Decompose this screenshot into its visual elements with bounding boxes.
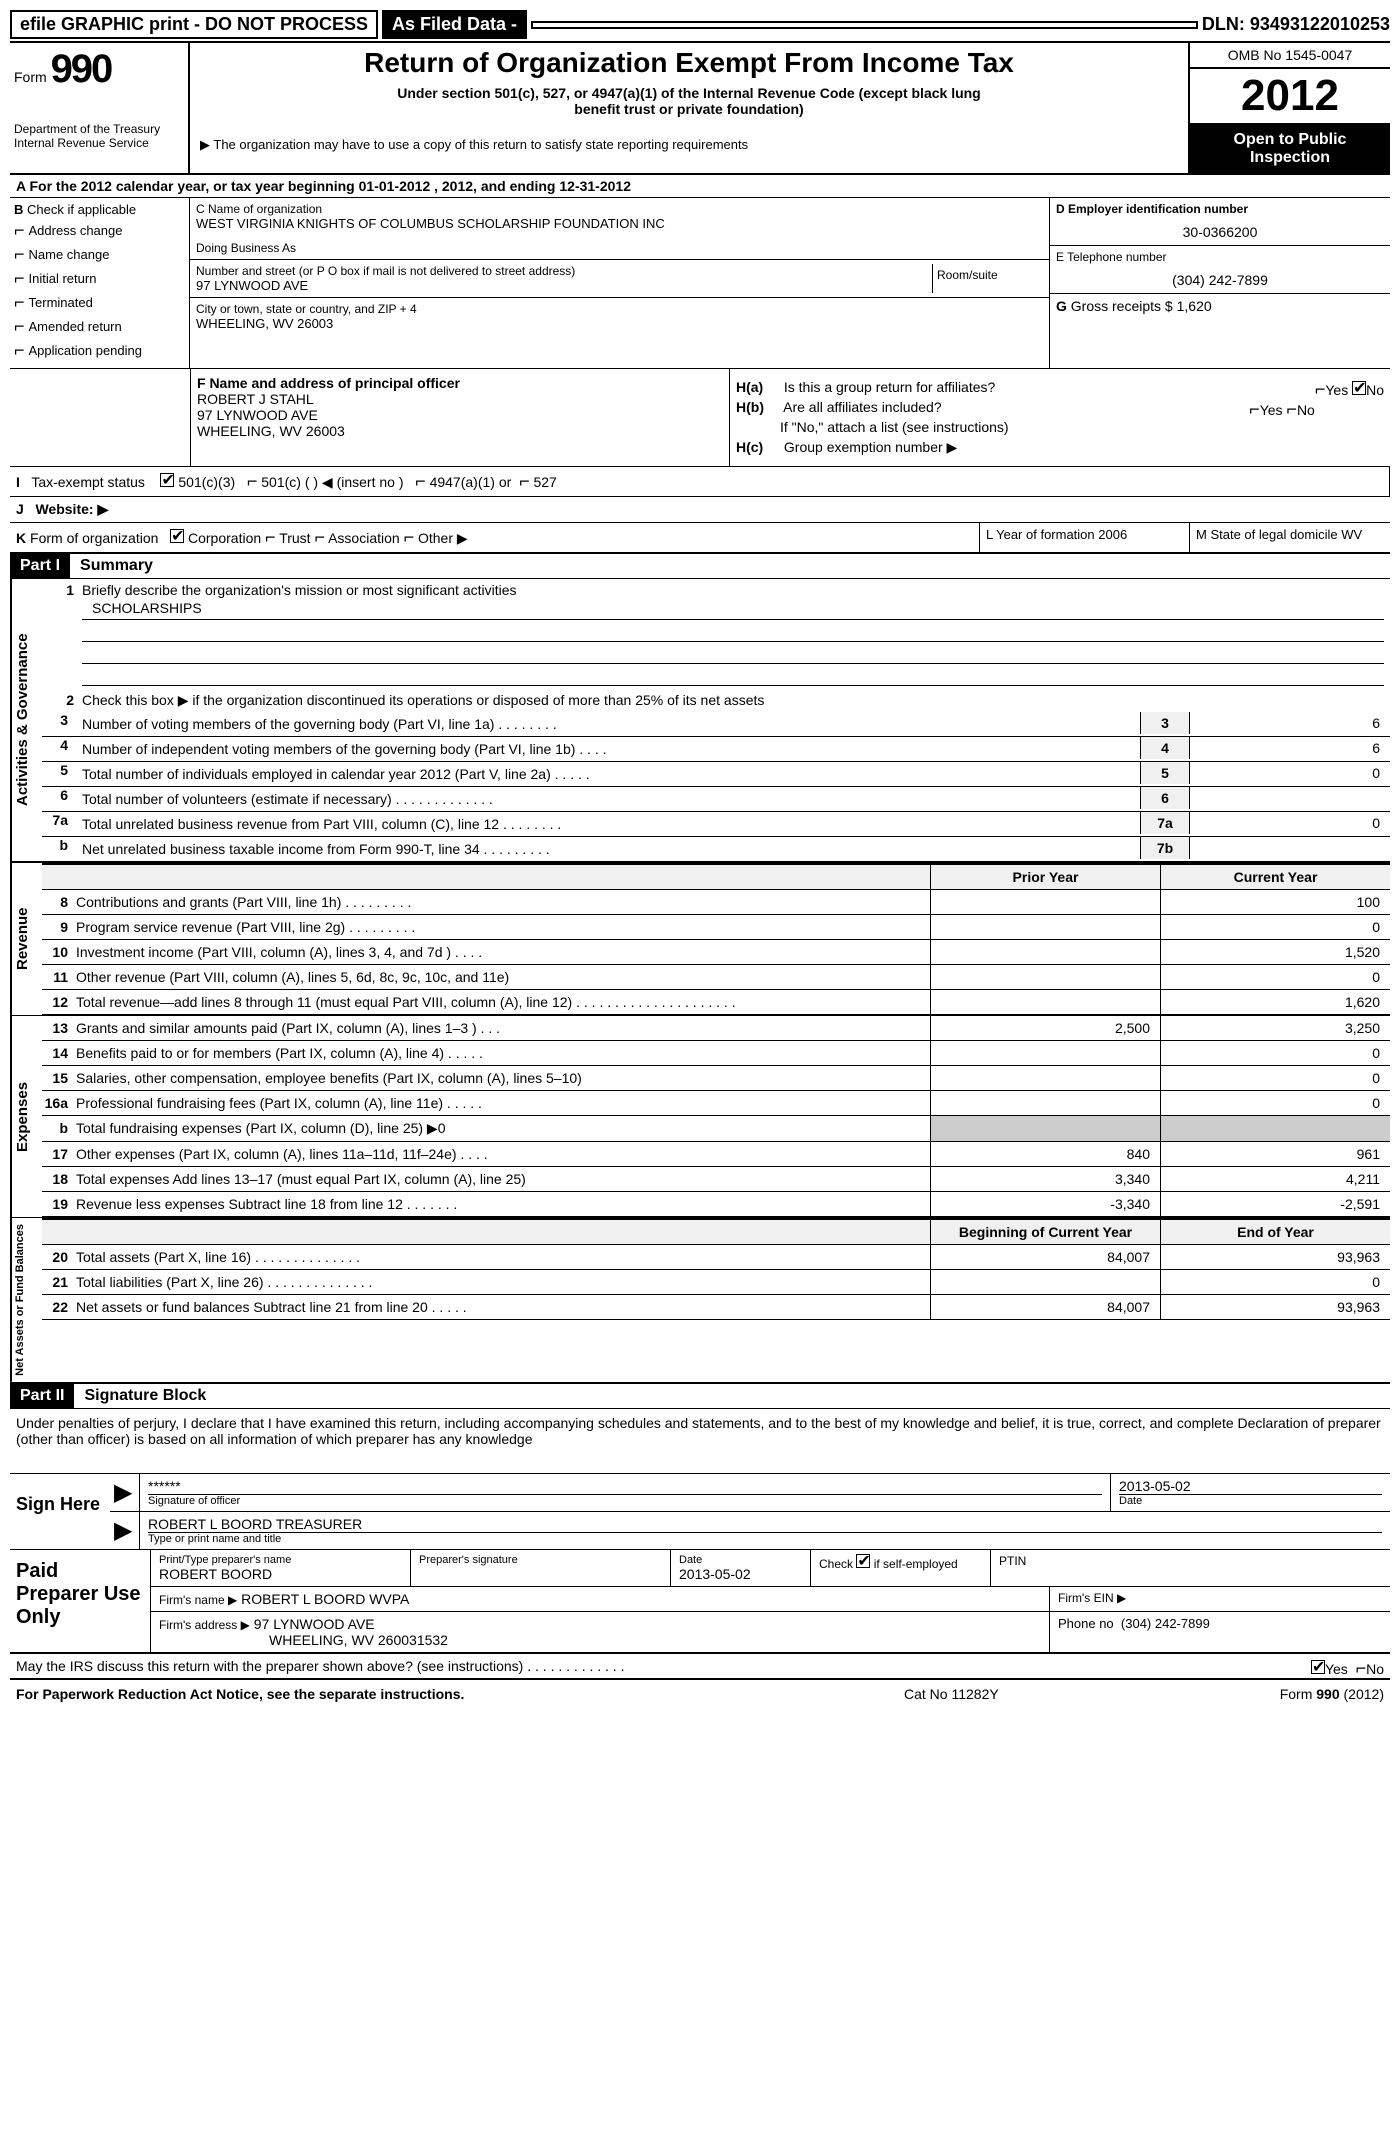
row-a-tax-year: A For the 2012 calendar year, or tax yea… xyxy=(10,173,1390,198)
col-c-org-info: C Name of organization WEST VIRGINIA KNI… xyxy=(190,198,1050,368)
chk-501c3[interactable] xyxy=(160,473,174,487)
net-assets-section: Net Assets or Fund Balances Beginning of… xyxy=(10,1218,1390,1384)
city-box: City or town, state or country, and ZIP … xyxy=(190,298,1049,335)
chk-self-employed[interactable] xyxy=(856,1554,870,1568)
org-name-box: C Name of organization WEST VIRGINIA KNI… xyxy=(190,198,1049,260)
chk-amended-return[interactable]: ⌐Amended return xyxy=(14,316,185,337)
form-header: Form 990 Department of the Treasury Inte… xyxy=(10,41,1390,173)
perjury-statement: Under penalties of perjury, I declare th… xyxy=(10,1409,1390,1453)
asfiled-blank xyxy=(531,21,1198,29)
activities-governance: Activities & Governance 1 Briefly descri… xyxy=(10,579,1390,863)
gov-row: bNet unrelated business taxable income f… xyxy=(42,837,1390,861)
gov-row: 7aTotal unrelated business revenue from … xyxy=(42,812,1390,837)
hb-yes-no[interactable]: ⌐Yes ⌐No xyxy=(1249,399,1315,420)
ein-box: D Employer identification number 30-0366… xyxy=(1050,198,1390,246)
col-b-checkboxes: B Check if applicable ⌐Address change ⌐N… xyxy=(10,198,190,368)
gov-row: 4Number of independent voting members of… xyxy=(42,737,1390,762)
org-name: WEST VIRGINIA KNIGHTS OF COLUMBUS SCHOLA… xyxy=(196,216,1043,231)
chk-application-pending[interactable]: ⌐Application pending xyxy=(14,340,185,361)
row-klm: K Form of organization Corporation ⌐ Tru… xyxy=(10,523,1390,554)
na-header: Beginning of Current Year End of Year xyxy=(42,1218,1390,1245)
financial-row: 9Program service revenue (Part VIII, lin… xyxy=(42,915,1390,940)
discuss-yes-no[interactable]: Yes ⌐No xyxy=(1311,1658,1384,1679)
financial-row: 22Net assets or fund balances Subtract l… xyxy=(42,1295,1390,1320)
dept-treasury: Department of the Treasury xyxy=(14,122,184,136)
chk-address-change[interactable]: ⌐Address change xyxy=(14,220,185,241)
header-center: Return of Organization Exempt From Incom… xyxy=(190,43,1190,173)
chk-name-change[interactable]: ⌐Name change xyxy=(14,244,185,265)
dln: DLN: 93493122010253 xyxy=(1202,14,1390,35)
sig-arrow-icon: ▶ xyxy=(110,1512,140,1549)
ein-value: 30-0366200 xyxy=(1056,224,1384,240)
part-2-header: Part II Signature Block xyxy=(10,1384,1390,1409)
expenses-section: Expenses 13Grants and similar amounts pa… xyxy=(10,1016,1390,1218)
financial-row: 12Total revenue—add lines 8 through 11 (… xyxy=(42,990,1390,1015)
row-i-tax-status: I Tax-exempt status 501(c)(3) ⌐ 501(c) (… xyxy=(10,467,1390,497)
chk-initial-return[interactable]: ⌐Initial return xyxy=(14,268,185,289)
financial-row: 13Grants and similar amounts paid (Part … xyxy=(42,1016,1390,1041)
gross-receipts: 1,620 xyxy=(1177,298,1212,314)
year-formation: L Year of formation 2006 xyxy=(980,523,1190,552)
governance-table: 3Number of voting members of the governi… xyxy=(42,712,1390,861)
mission-text: SCHOLARSHIPS xyxy=(82,600,1384,620)
part-1-header: Part I Summary xyxy=(10,554,1390,579)
gov-row: 5Total number of individuals employed in… xyxy=(42,762,1390,787)
section-bcd: B Check if applicable ⌐Address change ⌐N… xyxy=(10,198,1390,369)
street-address: 97 LYNWOOD AVE xyxy=(196,278,932,293)
page-footer: For Paperwork Reduction Act Notice, see … xyxy=(10,1680,1390,1708)
form-of-org: K Form of organization Corporation ⌐ Tru… xyxy=(10,523,980,552)
header-left: Form 990 Department of the Treasury Inte… xyxy=(10,43,190,173)
gov-row: 6Total number of volunteers (estimate if… xyxy=(42,787,1390,812)
financial-row: bTotal fundraising expenses (Part IX, co… xyxy=(42,1116,1390,1142)
omb-number: OMB No 1545-0047 xyxy=(1190,43,1390,69)
street-box: Number and street (or P O box if mail is… xyxy=(190,260,1049,298)
open-to-public: Open to Public Inspection xyxy=(1190,125,1390,173)
row-fh: F Name and address of principal officer … xyxy=(10,369,1390,467)
top-bar: efile GRAPHIC print - DO NOT PROCESS As … xyxy=(10,10,1390,39)
financial-row: 8Contributions and grants (Part VIII, li… xyxy=(42,890,1390,915)
financial-row: 20Total assets (Part X, line 16) . . . .… xyxy=(42,1245,1390,1270)
gross-receipts-box: G Gross receipts $ 1,620 xyxy=(1050,294,1390,318)
financial-row: 14Benefits paid to or for members (Part … xyxy=(42,1041,1390,1066)
dept-irs: Internal Revenue Service xyxy=(14,136,184,150)
financial-row: 16aProfessional fundraising fees (Part I… xyxy=(42,1091,1390,1116)
efile-label: efile GRAPHIC print - DO NOT PROCESS xyxy=(10,10,378,39)
financial-row: 17Other expenses (Part IX, column (A), l… xyxy=(42,1142,1390,1167)
revenue-header: Prior Year Current Year xyxy=(42,863,1390,890)
city-state-zip: WHEELING, WV 26003 xyxy=(196,316,1043,331)
form-title: Return of Organization Exempt From Incom… xyxy=(200,47,1178,79)
financial-row: 21Total liabilities (Part X, line 26) . … xyxy=(42,1270,1390,1295)
state-domicile: M State of legal domicile WV xyxy=(1190,523,1390,552)
financial-row: 15Salaries, other compensation, employee… xyxy=(42,1066,1390,1091)
col-d-ein: D Employer identification number 30-0366… xyxy=(1050,198,1390,368)
row-j-website: J Website: ▶ xyxy=(10,497,1390,523)
asfiled-label: As Filed Data - xyxy=(382,10,527,39)
gov-row: 3Number of voting members of the governi… xyxy=(42,712,1390,737)
header-right: OMB No 1545-0047 2012 Open to Public Ins… xyxy=(1190,43,1390,173)
signature-block: Sign Here ▶ ****** Signature of officer … xyxy=(10,1473,1390,1550)
financial-row: 11Other revenue (Part VIII, column (A), … xyxy=(42,965,1390,990)
tax-year: 2012 xyxy=(1190,69,1390,125)
chk-terminated[interactable]: ⌐Terminated xyxy=(14,292,185,313)
financial-row: 19Revenue less expenses Subtract line 18… xyxy=(42,1192,1390,1217)
financial-row: 10Investment income (Part VIII, column (… xyxy=(42,940,1390,965)
group-return: H(a) Is this a group return for affiliat… xyxy=(730,369,1390,466)
chk-corporation[interactable] xyxy=(170,529,184,543)
financial-row: 18Total expenses Add lines 13–17 (must e… xyxy=(42,1167,1390,1192)
form-990-page: efile GRAPHIC print - DO NOT PROCESS As … xyxy=(0,0,1400,1718)
revenue-section: Revenue Prior Year Current Year 8Contrib… xyxy=(10,863,1390,1016)
discuss-with-preparer: May the IRS discuss this return with the… xyxy=(10,1654,1390,1680)
telephone: (304) 242-7899 xyxy=(1056,272,1384,288)
paid-preparer: Paid Preparer Use Only Print/Type prepar… xyxy=(10,1550,1390,1654)
telephone-box: E Telephone number (304) 242-7899 xyxy=(1050,246,1390,294)
ha-yes-no[interactable]: ⌐Yes No xyxy=(1315,379,1384,400)
sig-arrow-icon: ▶ xyxy=(110,1474,140,1511)
principal-officer: F Name and address of principal officer … xyxy=(190,369,730,466)
